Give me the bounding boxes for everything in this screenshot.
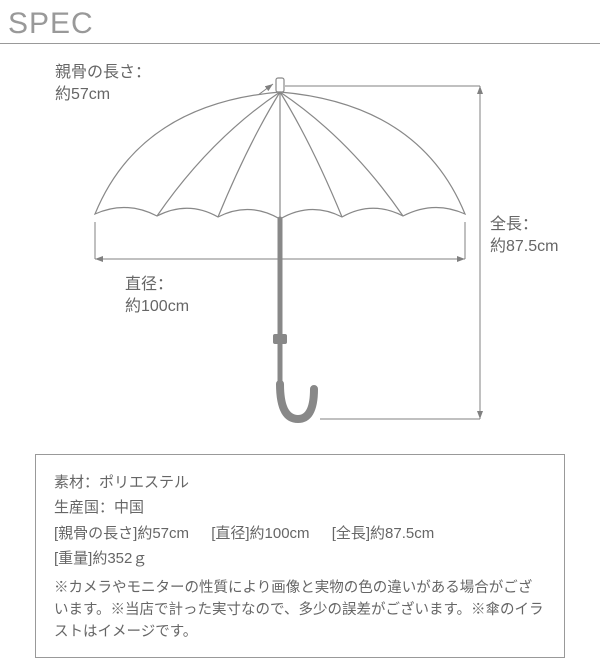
label-rib: 親骨の長さ： 約57cm <box>55 62 151 107</box>
label-full: 全長： 約87.5cm <box>490 214 558 259</box>
page-title: SPEC <box>8 7 94 41</box>
umbrella-handle <box>280 384 314 419</box>
title-bar: SPEC <box>0 0 600 44</box>
label-rib-line1: 親骨の長さ： <box>55 64 151 81</box>
label-rib-line2: 約57cm <box>55 86 110 103</box>
label-diameter: 直径： 約100cm <box>125 274 189 319</box>
label-full-line2: 約87.5cm <box>490 238 558 255</box>
label-dia-line1: 直径： <box>125 276 173 293</box>
spec-dim-full: [全長]約87.5cm <box>332 525 435 542</box>
spec-notes: ※カメラやモニターの性質により画像と実物の色の違いがある場合がございます。※当店… <box>54 578 546 643</box>
spec-dim-rib: [親骨の長さ]約57cm <box>54 525 189 542</box>
spec-box: 素材：ポリエステル 生産国：中国 [親骨の長さ]約57cm [直径]約100cm… <box>35 454 565 658</box>
label-full-line1: 全長： <box>490 216 538 233</box>
umbrella-diagram: 親骨の長さ： 約57cm 全長： 約87.5cm 直径： 約100cm <box>0 44 600 444</box>
spec-dim-dia: [直径]約100cm <box>211 525 309 542</box>
spec-origin: 生産国：中国 <box>54 496 546 519</box>
spec-dimensions: [親骨の長さ]約57cm [直径]約100cm [全長]約87.5cm <box>54 522 546 545</box>
spec-material: 素材：ポリエステル <box>54 471 546 494</box>
umbrella-runner <box>273 334 287 344</box>
label-dia-line2: 約100cm <box>125 298 189 315</box>
spec-weight: [重量]約352ｇ <box>54 547 546 570</box>
